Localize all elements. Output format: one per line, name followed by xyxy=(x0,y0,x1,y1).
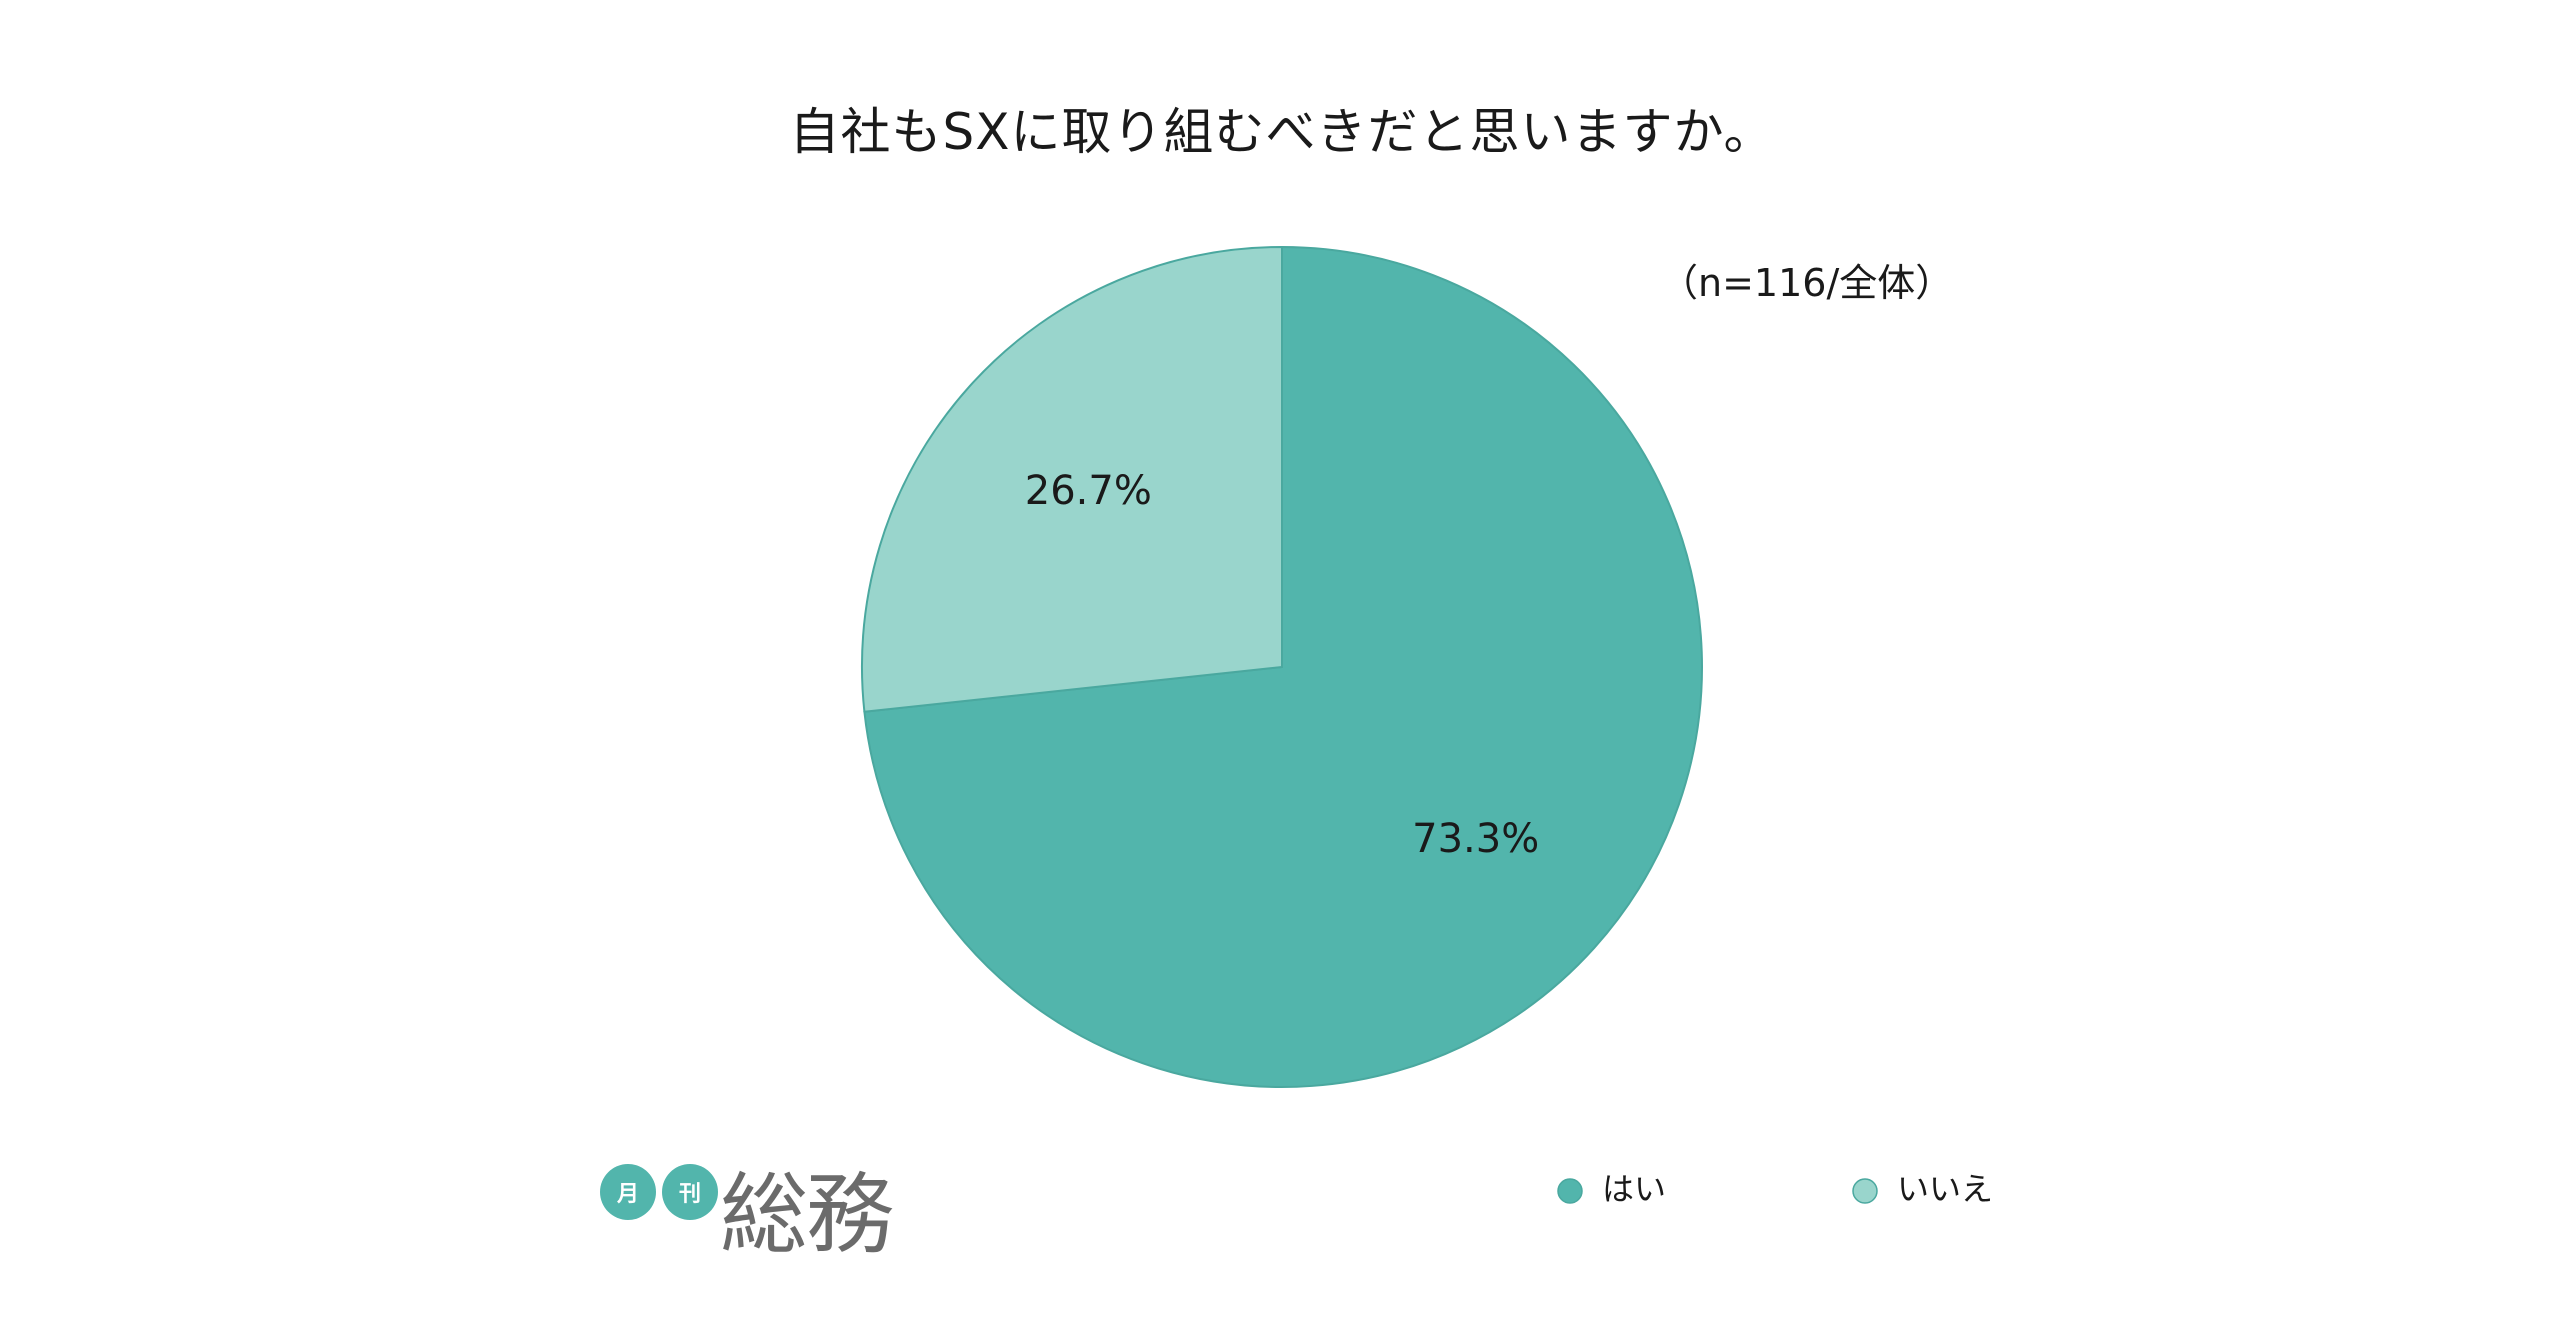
legend-swatch-yes xyxy=(1557,1178,1583,1204)
slice-value-label-no: 26.7% xyxy=(1025,468,1152,514)
pie-slices xyxy=(861,245,1703,1088)
logo-badge-publication: 刊 xyxy=(662,1164,718,1220)
legend-label-yes: はい xyxy=(1602,1170,1666,1208)
slice-value-label-yes: 73.3% xyxy=(1412,816,1539,862)
legend-label-no: いいえ xyxy=(1897,1170,1993,1208)
chart-title: 自社もSXに取り組むべきだと思いますか。 xyxy=(789,103,1775,161)
publisher-logo: 月 刊 総務 xyxy=(600,1160,910,1270)
pie-slice-yes xyxy=(863,245,1703,1088)
logo-badge-month: 月 xyxy=(600,1164,656,1220)
pie-slice-no xyxy=(861,245,1283,713)
sample-size-note: （n=116/全体） xyxy=(1660,261,1954,305)
logo-wordmark: 総務 xyxy=(720,1163,894,1266)
pie-labels: 73.3% 26.7% xyxy=(1025,468,1539,862)
legend-swatch-no xyxy=(1852,1178,1878,1204)
legend: はい いいえ xyxy=(1557,1170,1993,1208)
